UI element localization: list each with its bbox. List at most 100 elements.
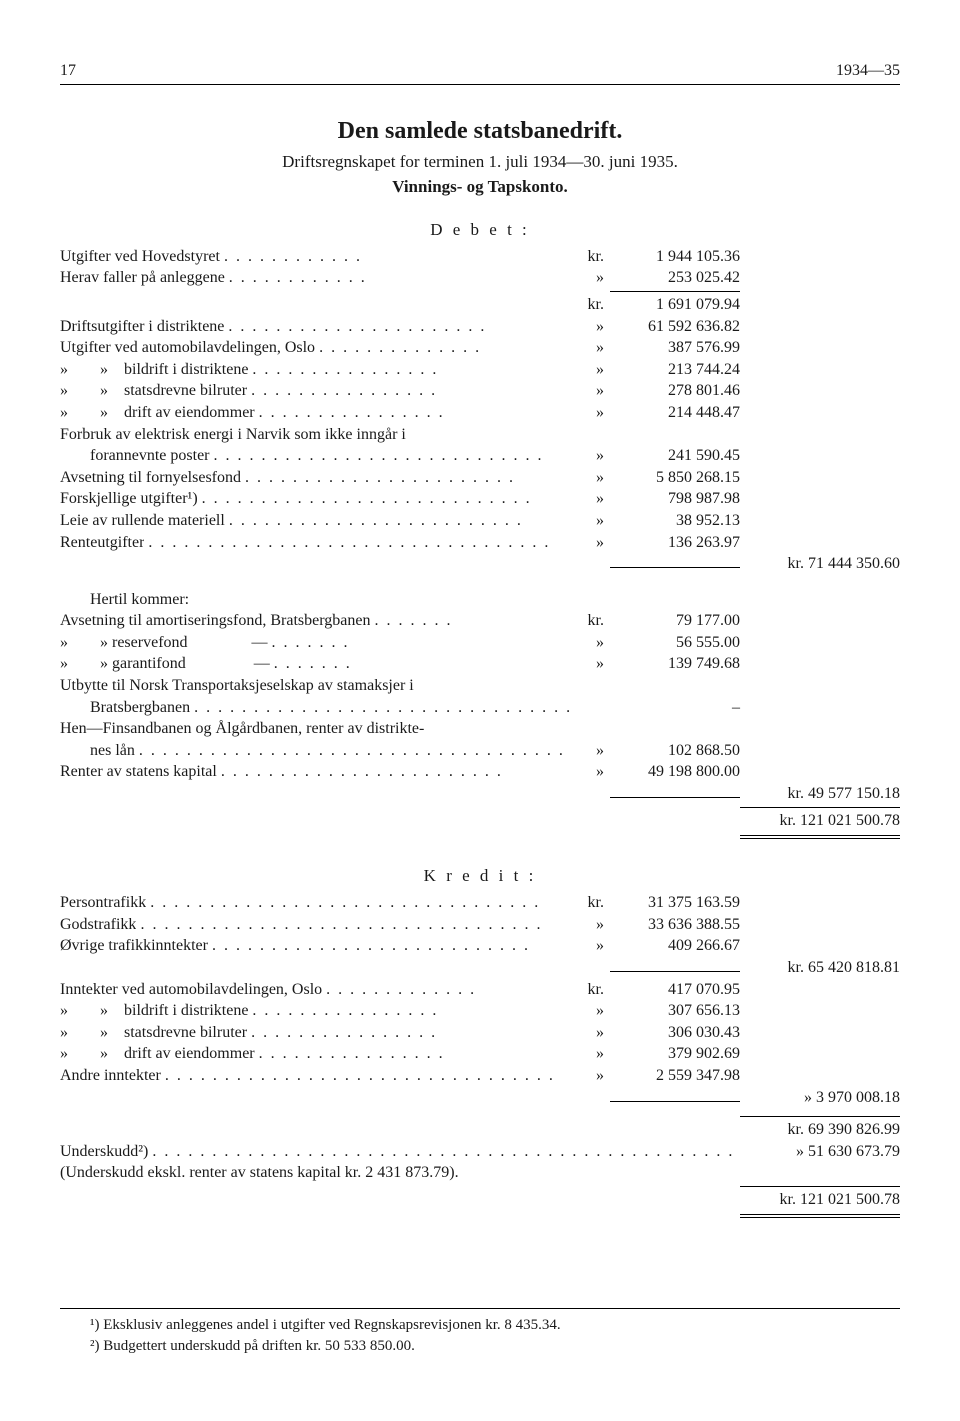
currency: »: [574, 359, 610, 381]
line-item: » » drift av eiendommer . . . . . . . . …: [60, 402, 900, 424]
item-label: » » garantifond —: [60, 653, 270, 675]
value: 417 070.95: [610, 979, 740, 1001]
item-label: Forbruk av elektrisk energi i Narvik som…: [60, 424, 406, 446]
line-item: Utbytte til Norsk Transportaksjeselskap …: [60, 675, 900, 697]
line-item: Driftsutgifter i distriktene . . . . . .…: [60, 316, 900, 338]
line-item: Leie av rullende materiell . . . . . . .…: [60, 510, 900, 532]
item-label: nes lån: [90, 740, 135, 762]
leader-dots: . . . . . . . . . . . .: [225, 267, 574, 289]
currency: »: [574, 1065, 610, 1087]
currency: kr.: [780, 1191, 796, 1208]
rule-line: [610, 1101, 740, 1102]
value: 71 444 350.60: [808, 555, 900, 572]
value: 387 576.99: [610, 337, 740, 359]
value: 307 656.13: [610, 1000, 740, 1022]
line-item: Persontrafikk . . . . . . . . . . . . . …: [60, 892, 900, 914]
year-range: 1934—35: [836, 60, 900, 82]
line-item: » » statsdrevne bilruter . . . . . . . .…: [60, 380, 900, 402]
item-label: forannevnte poster: [90, 445, 210, 467]
item-label: Underskudd²): [60, 1141, 148, 1163]
value: 38 952.13: [610, 510, 740, 532]
total-row: kr. 65 420 818.81: [60, 957, 900, 979]
total-row: kr. 71 444 350.60: [60, 553, 900, 575]
value: 102 868.50: [610, 740, 740, 762]
footnote-2: ²) Budgettert underskudd på driften kr. …: [60, 1336, 900, 1356]
item-label: Persontrafikk: [60, 892, 146, 914]
subtotal-row: kr. 69 390 826.99: [60, 1119, 900, 1141]
value: 49 577 150.18: [808, 785, 900, 802]
value: 33 636 388.55: [610, 914, 740, 936]
line-item: » » statsdrevne bilruter . . . . . . . .…: [60, 1022, 900, 1044]
item-label: Renteutgifter: [60, 532, 144, 554]
item-label: » » statsdrevne bilruter: [60, 1022, 247, 1044]
item-label: Utgifter ved automobilavdelingen, Oslo: [60, 337, 315, 359]
leader-dots: . . . . . . .: [268, 632, 574, 654]
currency: »: [796, 1143, 804, 1160]
total-row: kr. 49 577 150.18: [60, 783, 900, 805]
leader-dots: . . . . . . . . . . . . . . . . . . . . …: [190, 697, 574, 719]
line-item: Renter av statens kapital . . . . . . . …: [60, 761, 900, 783]
item-label: Hen—Finsandbanen og Ålgårdbanen, renter …: [60, 718, 424, 740]
kredit-label: K r e d i t :: [60, 865, 900, 888]
leader-dots: . . . . . . . . . . . .: [220, 246, 574, 268]
line-item: forannevnte poster . . . . . . . . . . .…: [60, 445, 900, 467]
leader-dots: . . . . . . . . . . . . . . . .: [255, 402, 574, 424]
page-header: 17 1934—35: [60, 60, 900, 85]
value: 409 266.67: [610, 935, 740, 957]
currency: kr.: [574, 610, 610, 632]
item-label: » » statsdrevne bilruter: [60, 380, 247, 402]
line-item: » » reservefond — . . . . . . . » 56 555…: [60, 632, 900, 654]
item-label: » » drift av eiendommer: [60, 1043, 255, 1065]
currency: kr.: [788, 555, 804, 572]
currency: »: [574, 935, 610, 957]
line-item: Forskjellige utgifter¹) . . . . . . . . …: [60, 488, 900, 510]
value: 306 030.43: [610, 1022, 740, 1044]
item-label: Inntekter ved automobilavdelingen, Oslo: [60, 979, 322, 1001]
value: 69 390 826.99: [808, 1121, 900, 1138]
currency: »: [574, 402, 610, 424]
debet-label: D e b e t :: [60, 219, 900, 242]
leader-dots: . . . . . . .: [370, 610, 574, 632]
currency: »: [574, 1000, 610, 1022]
value: 278 801.46: [610, 380, 740, 402]
rule-line: [610, 971, 740, 972]
currency: kr.: [574, 892, 610, 914]
grand-total-row: kr. 121 021 500.78: [60, 1189, 900, 1211]
item-label: Godstrafikk: [60, 914, 136, 936]
value: 798 987.98: [610, 488, 740, 510]
leader-dots: . . . . . . . . . . . . . . . .: [255, 1043, 574, 1065]
value: –: [610, 697, 740, 719]
rule-line: [610, 291, 740, 292]
currency: »: [574, 1043, 610, 1065]
leader-dots: . . . . . . . . . . . . . . . . . . . . …: [198, 488, 574, 510]
value: 31 375 163.59: [610, 892, 740, 914]
line-item: Godstrafikk . . . . . . . . . . . . . . …: [60, 914, 900, 936]
item-label: Leie av rullende materiell: [60, 510, 225, 532]
leader-dots: . . . . . . . . . . . . . . . . . . . . …: [161, 1065, 574, 1087]
line-item: Utgifter ved Hovedstyret . . . . . . . .…: [60, 246, 900, 268]
line-item: Avsetning til amortiseringsfond, Bratsbe…: [60, 610, 900, 632]
leader-dots: . . . . . . . . . . . . . .: [315, 337, 574, 359]
value: 121 021 500.78: [800, 812, 900, 829]
item-label: » » reservefond —: [60, 632, 268, 654]
item-label: Øvrige trafikkinntekter: [60, 935, 208, 957]
item-label: Utgifter ved Hovedstyret: [60, 246, 220, 268]
currency: »: [574, 316, 610, 338]
leader-dots: . . . . . . . . . . . . . . . . . . . . …: [148, 1141, 740, 1163]
currency: kr.: [780, 812, 796, 829]
double-rule: [740, 1214, 900, 1218]
currency: kr.: [574, 294, 610, 316]
value: 79 177.00: [610, 610, 740, 632]
currency: »: [574, 510, 610, 532]
currency: »: [574, 380, 610, 402]
leader-dots: . . . . . . . . . . . . . . . . . . . . …: [210, 445, 574, 467]
leader-dots: . . . . . . . . . . . . . . . .: [248, 1000, 574, 1022]
line-item: Øvrige trafikkinntekter . . . . . . . . …: [60, 935, 900, 957]
currency: »: [574, 445, 610, 467]
page-number: 17: [60, 60, 76, 82]
leader-dots: . . . . . . . . . . . . . . . . . . . . …: [225, 510, 574, 532]
currency: »: [574, 761, 610, 783]
leader-dots: . . . . . . . . . . . . . . . .: [247, 1022, 574, 1044]
currency: »: [574, 632, 610, 654]
subtitle: Driftsregnskapet for terminen 1. juli 19…: [60, 151, 900, 174]
